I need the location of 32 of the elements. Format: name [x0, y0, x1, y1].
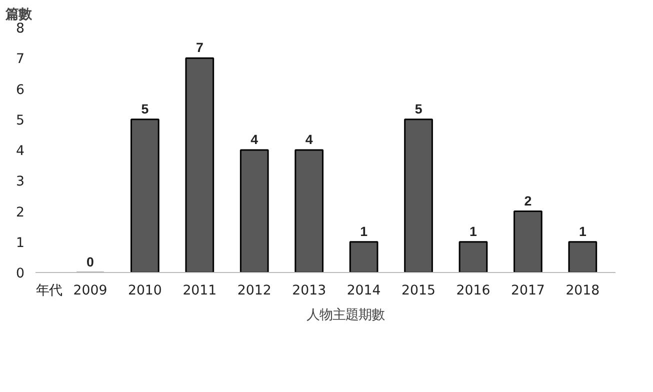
- data-label: 1: [578, 224, 587, 239]
- y-tick-label: 2: [16, 205, 25, 220]
- x-tick-label: 2014: [346, 284, 381, 298]
- data-label: 5: [141, 101, 150, 116]
- data-label: 5: [414, 101, 423, 116]
- x-tick-label: 2016: [456, 284, 490, 298]
- y-tick-label: 1: [16, 236, 25, 251]
- y-tick-label: 6: [16, 82, 25, 98]
- y-tick-label: 0: [16, 266, 25, 282]
- y-tick-label: 4: [16, 144, 25, 159]
- x-tick-label: 2010: [128, 284, 162, 298]
- x-tick-label: 2015: [402, 284, 436, 298]
- text: 人物主題期數: [306, 306, 384, 324]
- data-label: 4: [250, 132, 259, 147]
- x-axis-title: 年代: [36, 284, 62, 298]
- y-tick-label: 8: [16, 22, 25, 36]
- x-tick-label: 2009: [73, 284, 108, 298]
- data-label: 2: [524, 193, 532, 208]
- x-tick-label: 2012: [237, 284, 272, 298]
- y-tick-label: 5: [16, 113, 25, 128]
- x-tick-label: 2011: [182, 284, 217, 298]
- data-label: 4: [305, 132, 314, 147]
- data-label: 1: [470, 224, 478, 239]
- y-tick-label: 7: [16, 52, 25, 68]
- data-label: 7: [196, 40, 204, 56]
- x-tick-label: 2017: [510, 284, 545, 298]
- data-label: 0: [86, 254, 94, 270]
- x-tick-label: 2018: [566, 284, 600, 298]
- data-label: 1: [360, 224, 368, 239]
- x-tick-label: 2013: [292, 284, 326, 298]
- y-axis-title: 篇數: [4, 8, 32, 22]
- y-tick-label: 3: [16, 174, 25, 190]
